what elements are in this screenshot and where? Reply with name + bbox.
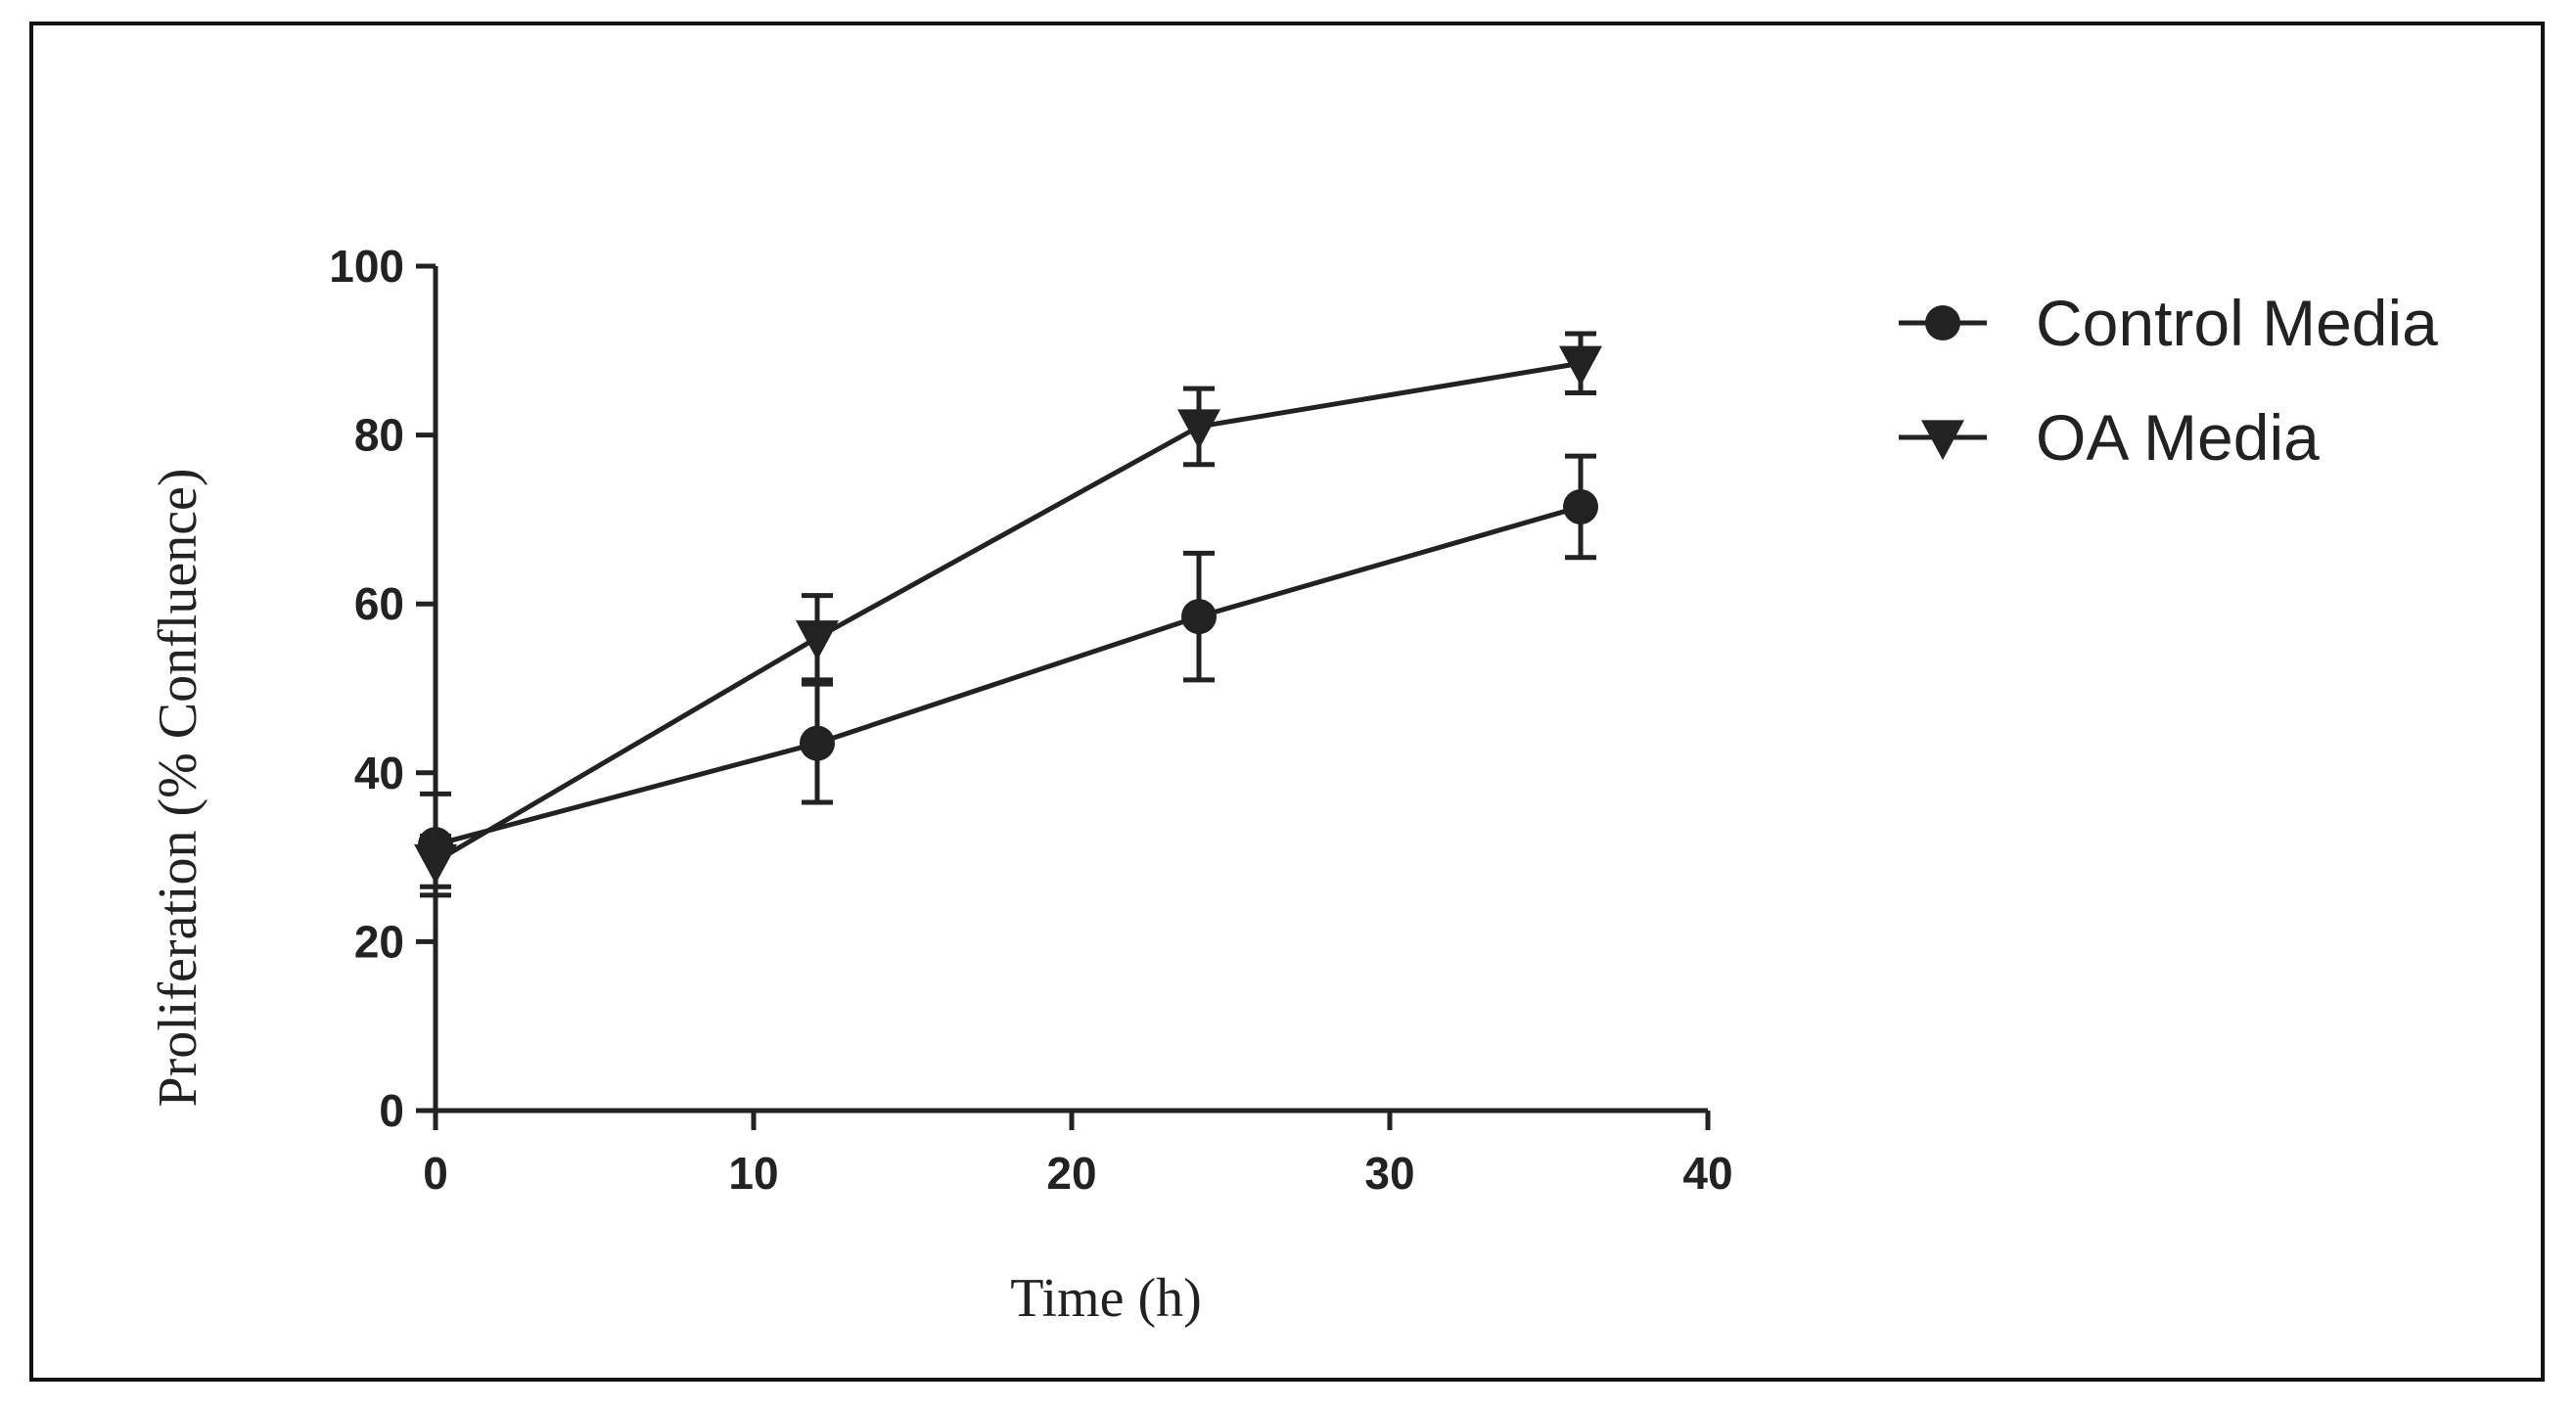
- legend-label: OA Media: [2036, 401, 2320, 474]
- series-line: [435, 504, 1582, 847]
- ticks: 0 10 20 30 40 0 20 40 60 80 100: [329, 241, 1732, 1199]
- data-point: [1559, 345, 1602, 386]
- y-axis-title: Proliferation (% Confluence): [148, 468, 208, 1107]
- y-tick-label: 80: [354, 410, 404, 461]
- legend-entry: Control Media: [1899, 287, 2438, 359]
- legend: Control Media OA Media: [1899, 287, 2438, 474]
- data-point: [1563, 488, 1598, 524]
- y-tick-label: 60: [354, 578, 404, 629]
- series-layer: [414, 331, 1602, 898]
- y-tick-label: 40: [354, 748, 404, 798]
- data-point: [414, 843, 457, 885]
- x-tick-label: 0: [423, 1148, 448, 1199]
- x-tick-label: 10: [728, 1148, 778, 1199]
- x-axis-title: Time (h): [1010, 1268, 1202, 1329]
- y-tick-label: 0: [379, 1085, 404, 1136]
- x-tick-label: 20: [1046, 1148, 1096, 1199]
- series-line: [434, 360, 1582, 864]
- x-tick-label: 30: [1364, 1148, 1414, 1199]
- data-point: [1181, 599, 1217, 635]
- data-point: [796, 620, 839, 660]
- figure-frame: [29, 22, 2545, 1382]
- data-point: [800, 725, 835, 761]
- axes: [433, 266, 1708, 1114]
- y-tick-label: 100: [329, 241, 404, 292]
- y-tick-label: 20: [354, 916, 404, 967]
- x-tick-label: 40: [1682, 1148, 1732, 1199]
- legend-circle-marker: [1925, 305, 1960, 341]
- legend-triangle-marker: [1921, 420, 1964, 461]
- legend-entry: OA Media: [1899, 401, 2320, 474]
- data-point: [1177, 409, 1220, 450]
- series-oa-media: [414, 331, 1602, 889]
- legend-label: Control Media: [2036, 287, 2438, 359]
- series-control-media: [418, 453, 1598, 898]
